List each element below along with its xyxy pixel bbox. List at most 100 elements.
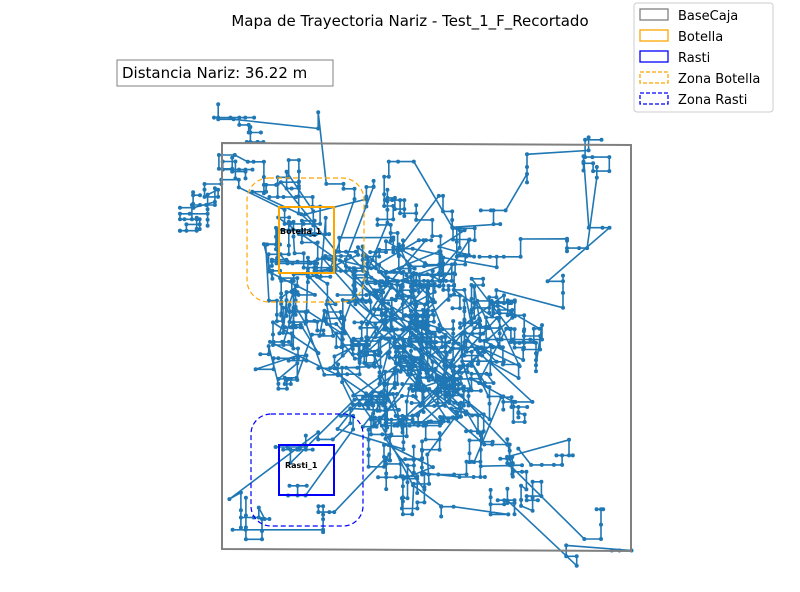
trajectory-point [286, 252, 291, 257]
trajectory-point [382, 204, 387, 208]
trajectory-point [551, 462, 556, 467]
trajectory-point [393, 413, 398, 418]
trajectory-point [205, 217, 210, 222]
trajectory-point [411, 159, 416, 164]
trajectory-point [454, 409, 459, 414]
trajectory-point [419, 313, 424, 318]
trajectory-point [296, 232, 301, 237]
trajectory-point [243, 176, 248, 181]
trajectory-point [400, 430, 405, 435]
trajectory-point [318, 221, 323, 226]
trajectory-point [454, 239, 459, 244]
trajectory-point [286, 243, 291, 248]
trajectory-point [457, 306, 462, 311]
trajectory-point [376, 352, 381, 357]
trajectory-point [274, 298, 279, 303]
trajectory-point [216, 117, 221, 122]
trajectory-point [289, 278, 294, 283]
trajectory-point [534, 369, 538, 374]
trajectory-point [287, 302, 292, 307]
trajectory-point [441, 193, 445, 198]
trajectory-point [464, 409, 469, 414]
trajectory-point [501, 359, 506, 364]
trajectory-point [389, 417, 394, 422]
trajectory-point [274, 242, 278, 247]
trajectory-point [476, 359, 481, 364]
trajectory-point [267, 195, 272, 199]
trajectory-point [194, 217, 199, 222]
trajectory-point [352, 186, 357, 191]
trajectory-point [411, 444, 416, 449]
trajectory-point [381, 299, 386, 304]
trajectory-point [263, 242, 268, 247]
trajectory-point [178, 217, 182, 222]
trajectory-point [501, 394, 506, 399]
trajectory-point [364, 204, 369, 209]
trajectory-point [451, 504, 456, 509]
trajectory-point [295, 276, 300, 281]
trajectory-point [383, 369, 388, 374]
trajectory-point [350, 347, 355, 352]
trajectory-point [463, 262, 468, 267]
trajectory-point [281, 317, 286, 322]
trajectory-point [366, 464, 371, 469]
trajectory-point [581, 154, 586, 159]
trajectory-point [293, 312, 298, 317]
trajectory-point [421, 278, 426, 283]
trajectory-point [312, 265, 317, 270]
trajectory-point [191, 193, 196, 198]
trajectory-point [530, 508, 535, 513]
trajectory-point [431, 319, 436, 324]
trajectory-point [448, 293, 453, 298]
trajectory-point [479, 345, 484, 350]
trajectory-point [560, 453, 565, 458]
trajectory-point [494, 288, 499, 293]
trajectory-point [420, 439, 425, 444]
trajectory-point [512, 327, 517, 332]
trajectory-point [393, 475, 398, 480]
trajectory-point [458, 321, 463, 326]
trajectory-point [363, 273, 368, 277]
trajectory-point [288, 377, 293, 381]
trajectory-point [561, 305, 565, 310]
trajectory-point [365, 261, 370, 266]
trajectory-point [412, 302, 417, 307]
trajectory-point [457, 475, 462, 479]
trajectory-point [459, 400, 463, 405]
trajectory-point [394, 327, 399, 332]
trajectory-point [461, 403, 466, 408]
trajectory-point [278, 276, 283, 281]
trajectory-point [501, 254, 506, 259]
trajectory-point [417, 281, 422, 286]
trajectory-point [197, 222, 202, 227]
trajectory-point [262, 517, 267, 521]
trajectory-point [599, 522, 603, 527]
trajectory-point [396, 254, 401, 259]
trajectory-point [407, 386, 412, 391]
trajectory-point [366, 447, 371, 452]
trajectory-point [275, 175, 280, 180]
trajectory-point [375, 288, 380, 293]
trajectory-point [495, 316, 499, 320]
trajectory-point [382, 174, 387, 179]
trajectory-point [377, 247, 382, 252]
trajectory-point [484, 315, 489, 320]
trajectory-point [289, 343, 294, 347]
trajectory-point [458, 325, 463, 330]
trajectory-point [287, 215, 292, 220]
trajectory-point [401, 269, 406, 274]
trajectory-point [447, 349, 452, 354]
trajectory-point [446, 287, 451, 292]
trajectory-point [178, 211, 182, 216]
trajectory-point [446, 297, 451, 302]
trajectory-point [391, 250, 396, 255]
trajectory-point [442, 379, 447, 384]
trajectory-point [321, 517, 326, 522]
trajectory-point [414, 283, 419, 288]
trajectory-point [476, 413, 480, 418]
trajectory-point [539, 479, 544, 484]
trajectory-point [415, 380, 419, 385]
trajectory-point [460, 359, 465, 364]
trajectory-point [437, 249, 442, 254]
legend-swatch [639, 92, 669, 105]
